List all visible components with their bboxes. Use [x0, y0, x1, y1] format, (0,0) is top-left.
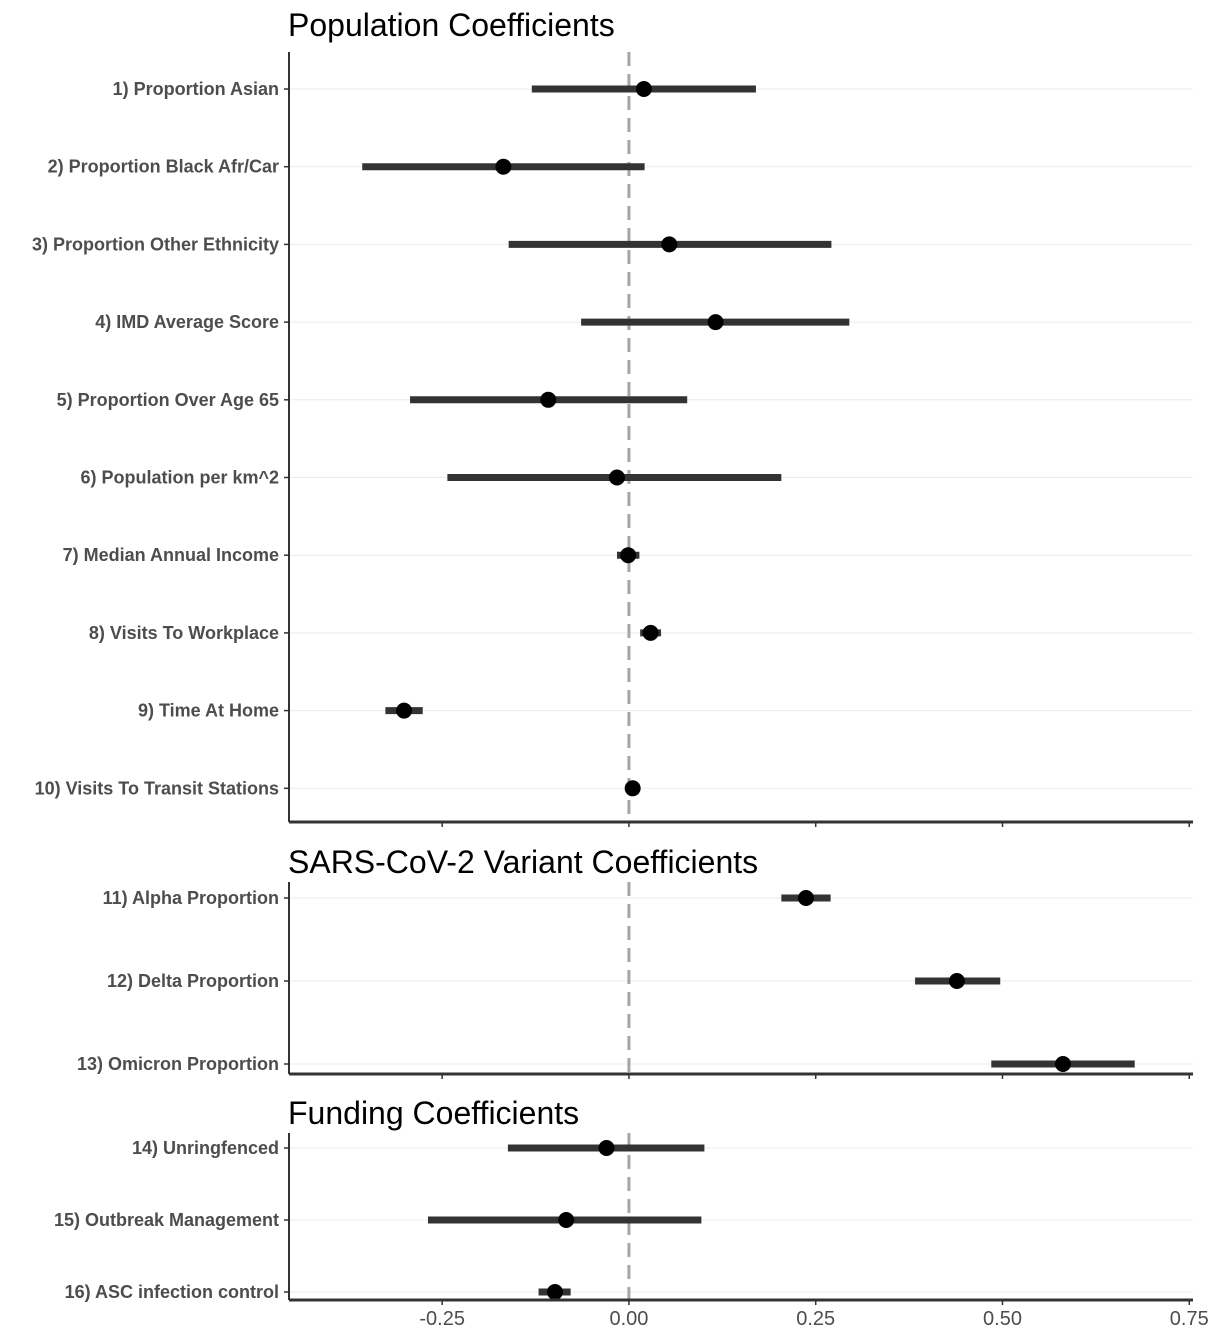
- point-estimate: [598, 1140, 615, 1156]
- point-estimate: [396, 702, 413, 719]
- category-label: 10) Visits To Transit Stations: [35, 778, 279, 798]
- category-label: 8) Visits To Workplace: [89, 623, 279, 643]
- point-estimate: [624, 780, 641, 797]
- category-label: 11) Alpha Proportion: [103, 888, 279, 908]
- category-label: 3) Proportion Other Ethnicity: [32, 234, 279, 254]
- x-tick-label: 0.25: [796, 1308, 835, 1329]
- category-label: 13) Omicron Proportion: [77, 1054, 279, 1074]
- category-label: 16) ASC infection control: [65, 1282, 279, 1302]
- panel-title: SARS-CoV-2 Variant Coefficients: [288, 844, 758, 880]
- x-tick-label: 0.00: [609, 1308, 648, 1329]
- point-estimate: [620, 547, 637, 564]
- panel-title: Funding Coefficients: [288, 1095, 579, 1131]
- category-label: 14) Unringfenced: [132, 1138, 279, 1158]
- point-estimate: [948, 973, 965, 989]
- category-label: 7) Median Annual Income: [63, 545, 279, 565]
- panel-title: Population Coefficients: [288, 7, 615, 43]
- point-estimate: [707, 314, 724, 331]
- category-label: 15) Outbreak Management: [54, 1210, 279, 1230]
- category-label: 6) Population per km^2: [80, 468, 279, 488]
- point-estimate: [540, 391, 557, 408]
- category-label: 2) Proportion Black Afr/Car: [48, 157, 279, 177]
- point-estimate: [495, 158, 512, 175]
- category-label: 1) Proportion Asian: [113, 79, 279, 99]
- point-estimate: [642, 624, 659, 641]
- category-label: 4) IMD Average Score: [95, 312, 279, 332]
- point-estimate: [661, 236, 678, 253]
- category-label: 5) Proportion Over Age 65: [57, 390, 279, 410]
- x-tick-label: -0.25: [419, 1308, 465, 1329]
- category-label: 9) Time At Home: [138, 701, 279, 721]
- category-label: 12) Delta Proportion: [107, 971, 279, 991]
- point-estimate: [608, 469, 625, 486]
- point-estimate: [797, 890, 814, 906]
- point-estimate: [1055, 1056, 1072, 1072]
- point-estimate: [546, 1284, 563, 1300]
- x-tick-label: 0.50: [983, 1308, 1022, 1329]
- point-estimate: [635, 81, 652, 97]
- x-tick-label: 0.75: [1170, 1308, 1209, 1329]
- point-estimate: [558, 1212, 575, 1228]
